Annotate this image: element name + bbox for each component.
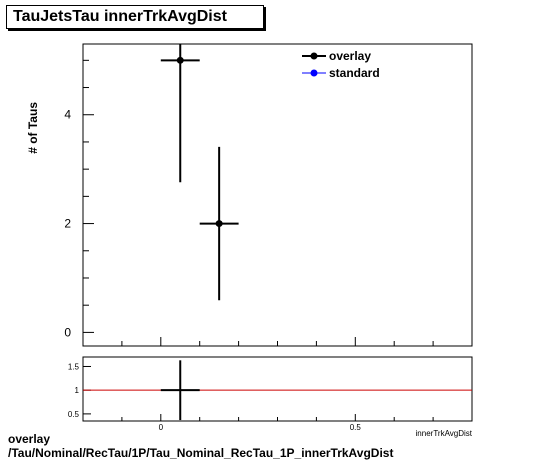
x-tick-label: 0.5 — [350, 423, 362, 432]
y-tick-label: 4 — [64, 108, 71, 122]
legend-overlay-marker — [310, 52, 318, 60]
ratio-y-tick-label: 1.5 — [68, 362, 80, 371]
ratio-y-tick-label: 1 — [75, 386, 80, 395]
ratio-y-tick-label: 0.5 — [68, 410, 80, 419]
ratio-plot-frame — [82, 356, 473, 422]
footer-line-2: /Tau/Nominal/RecTau/1P/Tau_Nominal_RecTa… — [8, 446, 394, 460]
legend-standard-marker — [310, 69, 318, 77]
legend-overlay-label: overlay — [329, 49, 371, 63]
overlay-data-point — [215, 220, 223, 228]
x-axis-label: innerTrkAvgDist — [416, 429, 473, 438]
overlay-data-point — [176, 56, 184, 64]
chart-title: TauJetsTau innerTrkAvgDist — [13, 8, 227, 25]
legend-standard-label: standard — [329, 66, 380, 80]
footer-caption: overlay /Tau/Nominal/RecTau/1P/Tau_Nomin… — [8, 432, 393, 460]
main-plot-frame — [82, 43, 473, 347]
x-tick-label: 0 — [159, 423, 164, 432]
y-tick-label: 0 — [64, 325, 71, 339]
y-tick-label: 2 — [64, 217, 71, 231]
chart-title-box: TauJetsTau innerTrkAvgDist — [6, 5, 264, 29]
footer-line-1: overlay — [8, 432, 51, 446]
y-axis-label: # of Taus — [26, 102, 40, 154]
